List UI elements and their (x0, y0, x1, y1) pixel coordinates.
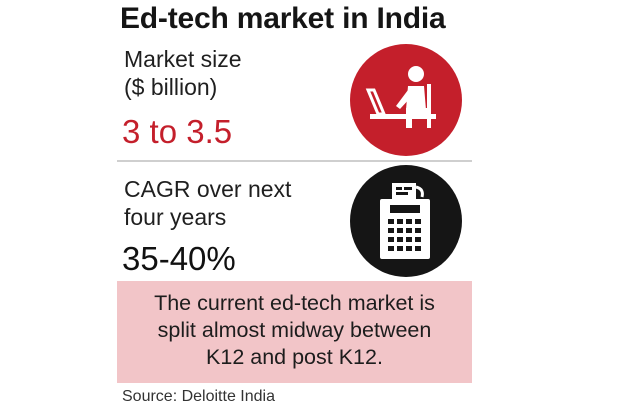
cagr-label-line2: four years (124, 204, 227, 230)
source-credit: Source: Deloitte India (122, 388, 275, 405)
person-at-laptop-icon (350, 44, 462, 156)
calculator-receipt-icon (350, 165, 462, 277)
market-size-label-line1: Market size (124, 46, 242, 72)
cagr-label-line1: CAGR over next (124, 176, 292, 202)
cagr-value: 35-40% (122, 240, 236, 277)
summary-note-text: The current ed-tech market is split almo… (154, 291, 435, 369)
market-size-value: 3 to 3.5 (122, 113, 233, 150)
market-size-label-line2: ($ billion) (124, 74, 218, 100)
summary-note-box: The current ed-tech market is split almo… (117, 281, 472, 383)
infographic-title: Ed-tech market in India (120, 2, 446, 35)
section-divider (117, 160, 472, 162)
